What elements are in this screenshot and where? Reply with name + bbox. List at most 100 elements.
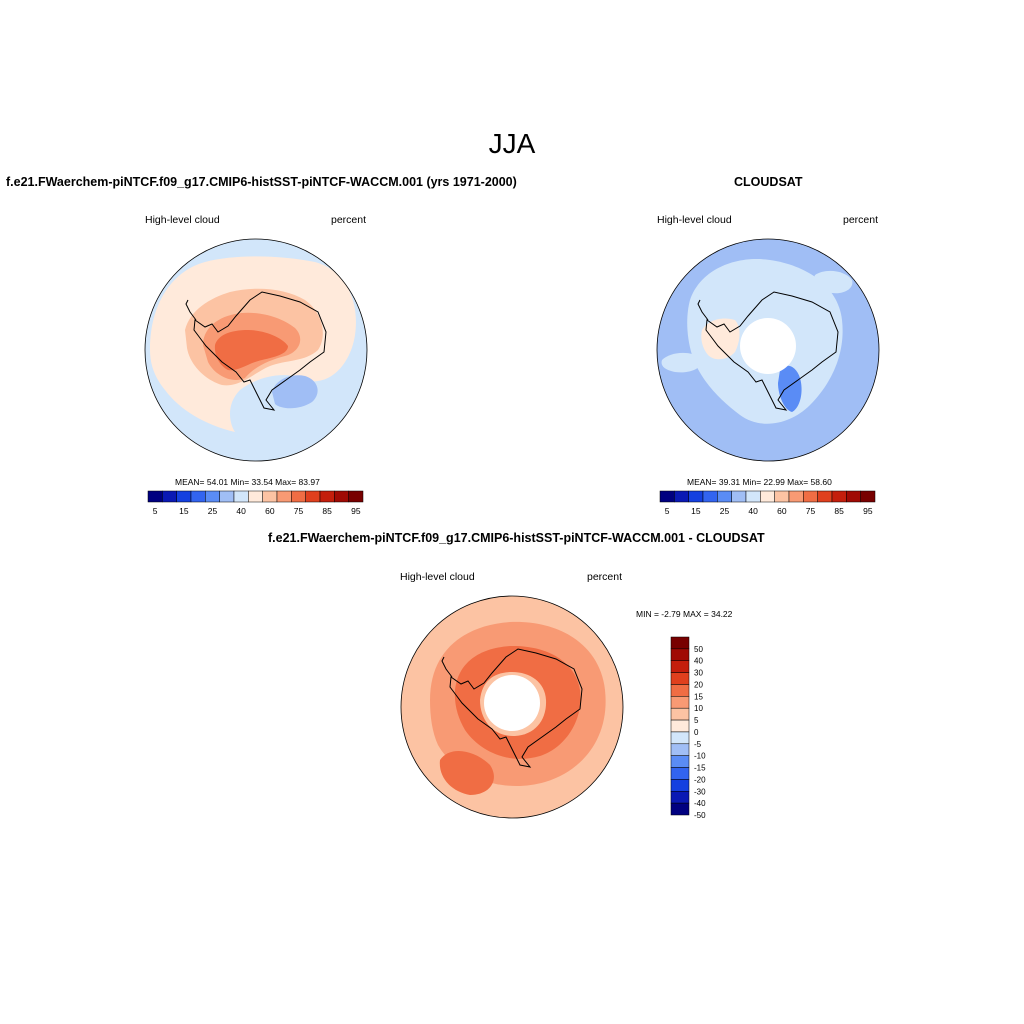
obs-region-ross xyxy=(778,365,802,412)
obs-coastline-peninsula xyxy=(697,299,709,321)
diff-colorbar-box xyxy=(670,755,690,768)
diff-colorbar-tick: 5 xyxy=(694,716,699,725)
obs-colorbar-box xyxy=(860,490,876,503)
diff-units-label: percent xyxy=(587,571,623,583)
diff-colorbar-box xyxy=(670,779,690,792)
diff-coastline-peninsula xyxy=(441,656,453,678)
obs-colorbar-tick: 40 xyxy=(748,506,758,516)
model-colorbar-box xyxy=(319,490,335,503)
obs-colorbar-tick: 85 xyxy=(834,506,844,516)
obs-colorbar-box xyxy=(717,490,732,503)
model-colorbar-box xyxy=(162,490,177,503)
obs-colorbar-box xyxy=(731,490,747,503)
obs-map xyxy=(657,239,879,461)
model-colorbar-box xyxy=(291,490,306,503)
obs-map-border xyxy=(656,238,880,462)
obs-region-nodata xyxy=(740,318,796,374)
diff-region-sw-lobe xyxy=(439,750,494,795)
obs-colorbar-box xyxy=(659,490,675,503)
obs-colorbar-box xyxy=(788,490,804,503)
diff-colorbar-box xyxy=(670,731,690,745)
diff-map-border xyxy=(400,595,624,819)
model-colorbar-box xyxy=(305,490,321,503)
diff-colorbar-tick: -30 xyxy=(694,787,706,796)
model-colorbar-tick: 25 xyxy=(208,506,218,516)
diff-colorbar-box xyxy=(670,802,690,816)
model-colorbar-box xyxy=(205,490,220,503)
model-colorbar-box xyxy=(262,490,278,503)
obs-panel-title: CLOUDSAT xyxy=(734,175,803,189)
diff-colorbar-tick: 30 xyxy=(694,669,703,678)
diff-region-nodata xyxy=(484,675,540,731)
diff-colorbar-tick: 15 xyxy=(694,692,703,701)
main-title: JJA xyxy=(488,128,536,159)
obs-colorbar-tick: 25 xyxy=(720,506,730,516)
diff-colorbar-tick: 40 xyxy=(694,657,703,666)
diff-map xyxy=(401,596,623,818)
diff-colorbar-tick: 0 xyxy=(694,728,699,737)
obs-colorbar-box xyxy=(774,490,790,503)
model-colorbar-box xyxy=(147,490,163,503)
obs-colorbar-tick: 75 xyxy=(806,506,816,516)
obs-colorbar-box xyxy=(803,490,818,503)
model-colorbar-box xyxy=(248,490,263,503)
obs-stats: MEAN= 39.31 Min= 22.99 Max= 58.60 xyxy=(687,477,832,487)
obs-variable-label: High-level cloud xyxy=(657,214,732,226)
model-colorbar-tick: 5 xyxy=(153,506,158,516)
diff-colorbar-box xyxy=(670,791,690,804)
diff-colorbar-tick: -20 xyxy=(694,775,706,784)
model-variable-label: High-level cloud xyxy=(145,214,220,226)
diff-colorbar-tick: 50 xyxy=(694,645,703,654)
obs-colorbar-box xyxy=(702,490,718,503)
diff-coastline xyxy=(449,648,583,768)
model-colorbar-tick: 15 xyxy=(179,506,189,516)
obs-colorbar-box xyxy=(745,490,761,503)
diff-colorbar-box xyxy=(670,707,690,721)
obs-units-label: percent xyxy=(843,214,879,226)
obs-colorbar-tick: 5 xyxy=(665,506,670,516)
model-colorbar-box xyxy=(190,490,206,503)
diff-colorbar-tick: -50 xyxy=(694,811,706,820)
obs-colorbar-box xyxy=(674,490,689,503)
model-colorbar-tick: 60 xyxy=(265,506,275,516)
model-coastline-peninsula xyxy=(185,299,197,321)
model-units-label: percent xyxy=(331,214,367,226)
diff-colorbar-tick: -40 xyxy=(694,799,706,808)
model-coastline xyxy=(193,291,327,411)
diff-colorbar-box xyxy=(670,719,690,733)
diff-colorbar-box xyxy=(670,636,690,650)
diff-colorbar-box xyxy=(670,672,690,685)
model-colorbar-tick: 40 xyxy=(236,506,246,516)
model-colorbar-tick: 85 xyxy=(322,506,332,516)
model-panel-title: f.e21.FWaerchem-piNTCF.f09_g17.CMIP6-his… xyxy=(6,175,517,189)
obs-region-peninsula xyxy=(701,318,740,360)
model-map xyxy=(145,239,367,461)
diff-colorbar-tick: 20 xyxy=(694,680,703,689)
obs-coastline xyxy=(705,291,839,411)
model-colorbar-box xyxy=(348,490,364,503)
diff-panel-title: f.e21.FWaerchem-piNTCF.f09_g17.CMIP6-his… xyxy=(268,531,765,545)
diff-colorbar-box xyxy=(670,648,690,661)
diff-colorbar-tick: 10 xyxy=(694,704,703,713)
obs-colorbar-tick: 15 xyxy=(691,506,701,516)
obs-colorbar-box xyxy=(688,490,704,503)
obs-region-patch-a xyxy=(661,352,701,373)
model-colorbar-box xyxy=(176,490,192,503)
diff-colorbar-box xyxy=(670,684,690,697)
model-colorbar-tick: 75 xyxy=(294,506,304,516)
model-stats: MEAN= 54.01 Min= 33.54 Max= 83.97 xyxy=(175,477,320,487)
diff-variable-label: High-level cloud xyxy=(400,571,475,583)
diff-colorbar-tick: -10 xyxy=(694,752,706,761)
obs-colorbar-box xyxy=(760,490,775,503)
model-region-core xyxy=(214,330,288,371)
model-region-ross xyxy=(272,375,318,409)
model-colorbar-box xyxy=(233,490,249,503)
model-map-border xyxy=(144,238,368,462)
model-colorbar-box xyxy=(276,490,292,503)
diff-colorbar-box xyxy=(670,696,690,709)
model-colorbar-box xyxy=(219,490,235,503)
model-colorbar-tick: 95 xyxy=(351,506,361,516)
diff-colorbar-box xyxy=(670,743,690,756)
